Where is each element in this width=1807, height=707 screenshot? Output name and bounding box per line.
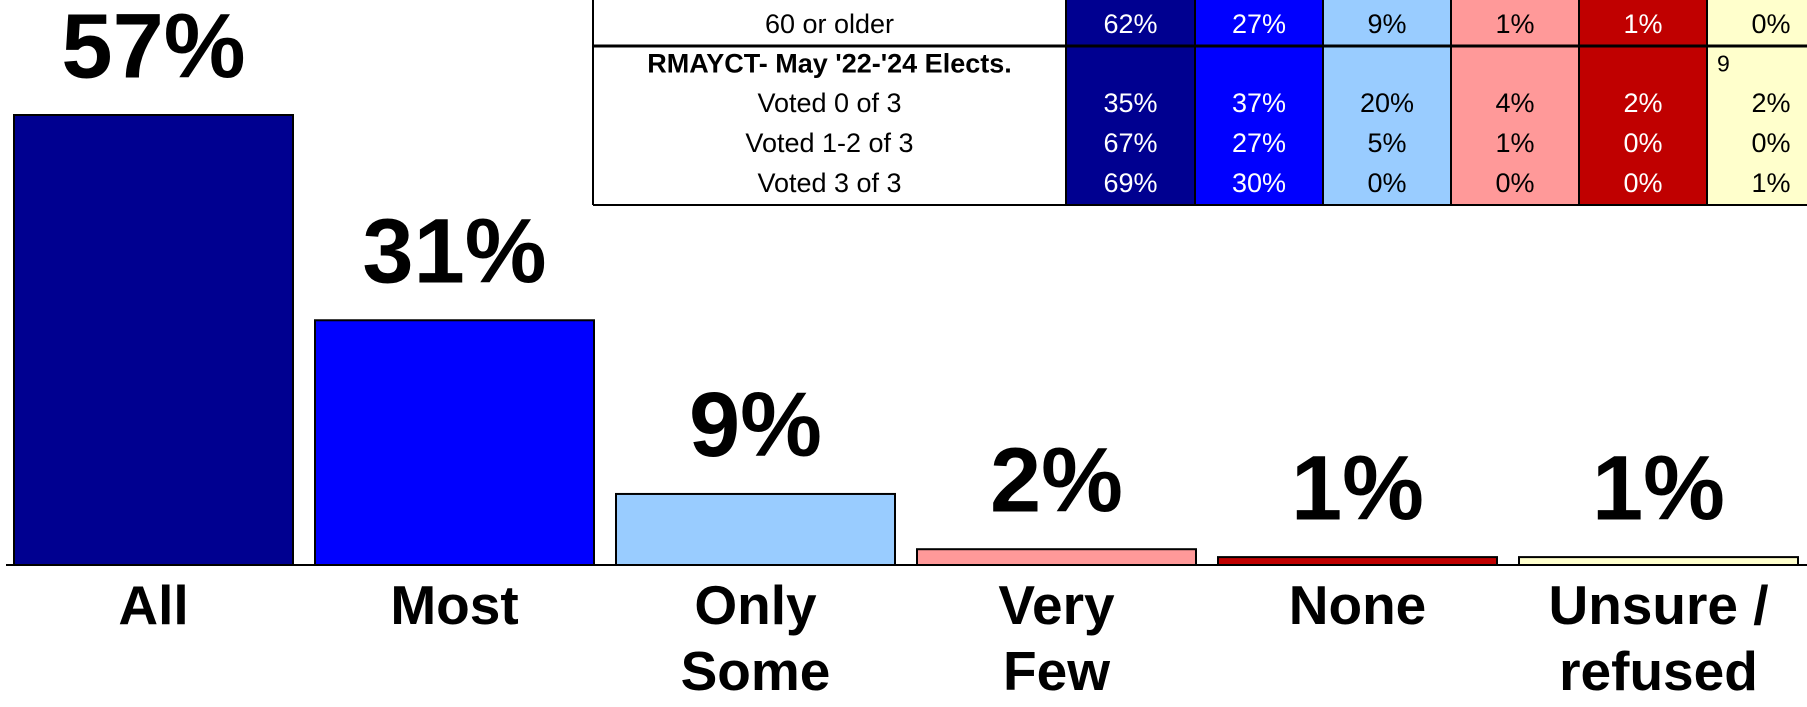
row-label: Voted 3 of 3: [757, 168, 901, 198]
table-cell: [1323, 0, 1451, 46]
bar: [1518, 556, 1799, 567]
value-label: 2%: [990, 430, 1123, 532]
value-label: 1%: [1592, 437, 1725, 539]
table-cell: [1451, 0, 1579, 46]
table-cell: [1707, 46, 1807, 85]
bar: [314, 319, 595, 566]
table-value: 0%: [1367, 168, 1406, 198]
value-label: 31%: [362, 201, 546, 303]
table-cell: [1451, 46, 1579, 85]
bar: [916, 548, 1197, 566]
table-value: 1%: [1495, 9, 1534, 39]
table-value: 37%: [1232, 88, 1286, 118]
table-cell: [1066, 85, 1195, 125]
table-value: 4%: [1495, 88, 1534, 118]
category-label: Very Few: [998, 574, 1115, 702]
table-value: 2%: [1623, 88, 1662, 118]
category-label: Only Some: [680, 574, 831, 702]
table-cell: [1323, 46, 1451, 85]
table-cell: [1195, 125, 1323, 165]
table-cell: [1066, 125, 1195, 165]
table-cell: [1451, 125, 1579, 165]
table-value: 0%: [1751, 128, 1790, 158]
table-cell: [1066, 165, 1195, 205]
table-cell: [1451, 85, 1579, 125]
table-value: 9%: [1367, 9, 1406, 39]
table-cell: [1323, 85, 1451, 125]
table-cell: [1195, 46, 1323, 85]
category-label: None: [1288, 574, 1427, 636]
table-value: 0%: [1623, 128, 1662, 158]
table-value: 1%: [1623, 9, 1662, 39]
table-value: 62%: [1103, 9, 1157, 39]
category-label: Most: [390, 574, 519, 636]
table-value: 20%: [1360, 88, 1414, 118]
value-label: 57%: [61, 0, 245, 97]
table-cell: [1323, 125, 1451, 165]
value-label: 1%: [1291, 437, 1424, 539]
table-value: 1%: [1751, 168, 1790, 198]
bar: [13, 114, 294, 566]
table-value: 69%: [1103, 168, 1157, 198]
bar: [615, 492, 896, 566]
table-cell: [1066, 46, 1195, 85]
table-cell: [1323, 165, 1451, 205]
row-note: 9: [1717, 51, 1730, 77]
table-cell: [1707, 0, 1807, 46]
table-cell: [1579, 85, 1707, 125]
table-cell: [1195, 85, 1323, 125]
table-value: 5%: [1367, 128, 1406, 158]
row-label: 60 or older: [765, 9, 894, 39]
table-value: 30%: [1232, 168, 1286, 198]
table-value: 27%: [1232, 9, 1286, 39]
table-cell: [1451, 165, 1579, 205]
table-value: 0%: [1623, 168, 1662, 198]
table-value: 67%: [1103, 128, 1157, 158]
table-cell: [1579, 46, 1707, 85]
row-label: Voted 1-2 of 3: [745, 128, 913, 158]
row-label: Voted 0 of 3: [757, 88, 901, 118]
table-cell: [1579, 165, 1707, 205]
bar: [1217, 556, 1498, 567]
table-value: 0%: [1751, 9, 1790, 39]
table-cell: [1579, 125, 1707, 165]
category-label: All: [118, 574, 189, 636]
row-label: RMAYCT- May '22-'24 Elects.: [647, 49, 1012, 79]
value-label: 9%: [689, 374, 822, 476]
table-cell: [1707, 125, 1807, 165]
table-cell: [1195, 165, 1323, 205]
table-value: 0%: [1495, 168, 1534, 198]
table-value: 2%: [1751, 88, 1790, 118]
table-cell: [1195, 0, 1323, 46]
table-cell: [1707, 165, 1807, 205]
category-label: Unsure / refused: [1548, 574, 1769, 702]
table-cell: [1707, 85, 1807, 125]
table-value: 35%: [1103, 88, 1157, 118]
table-value: 1%: [1495, 128, 1534, 158]
table-cell: [1066, 0, 1195, 46]
table-value: 27%: [1232, 128, 1286, 158]
table-cell: [1579, 0, 1707, 46]
